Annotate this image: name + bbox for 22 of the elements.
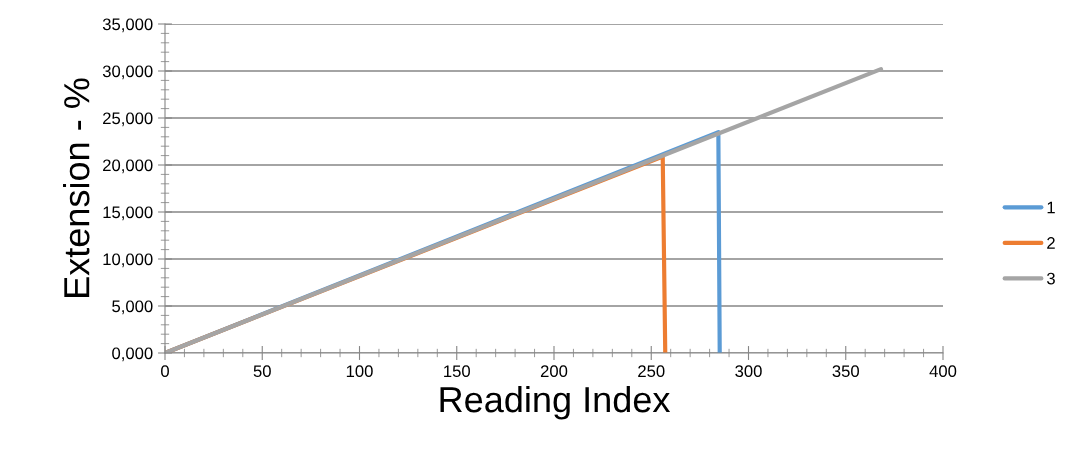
legend-label: 1 bbox=[1047, 201, 1055, 214]
y-tick-label: 10,000 bbox=[103, 253, 153, 268]
legend-label: 2 bbox=[1047, 237, 1055, 249]
x-axis-title: Reading Index bbox=[440, 385, 671, 420]
x-tick-label: 300 bbox=[735, 365, 762, 378]
y-tick-label: 5,000 bbox=[112, 300, 153, 315]
y-tick-label: 25,000 bbox=[103, 112, 153, 127]
x-tick-label: 100 bbox=[346, 365, 373, 378]
x-tick-label: 0 bbox=[161, 365, 169, 378]
y-tick-label: 15,000 bbox=[103, 206, 153, 221]
y-tick-label: 30,000 bbox=[102, 65, 153, 80]
y-tick-label: 20,000 bbox=[103, 159, 153, 174]
y-axis-title: Extension - % bbox=[63, 78, 90, 297]
x-tick-label: 400 bbox=[929, 365, 957, 378]
x-tick-label: 250 bbox=[638, 365, 665, 378]
y-tick-label: 35,000 bbox=[102, 18, 153, 33]
legend-label: 3 bbox=[1046, 272, 1055, 285]
x-tick-label: 50 bbox=[253, 365, 271, 378]
x-tick-label: 150 bbox=[444, 365, 470, 378]
y-tick-label: 0,000 bbox=[112, 347, 153, 362]
x-tick-label: 200 bbox=[540, 365, 568, 378]
x-tick-label: 350 bbox=[832, 365, 859, 378]
